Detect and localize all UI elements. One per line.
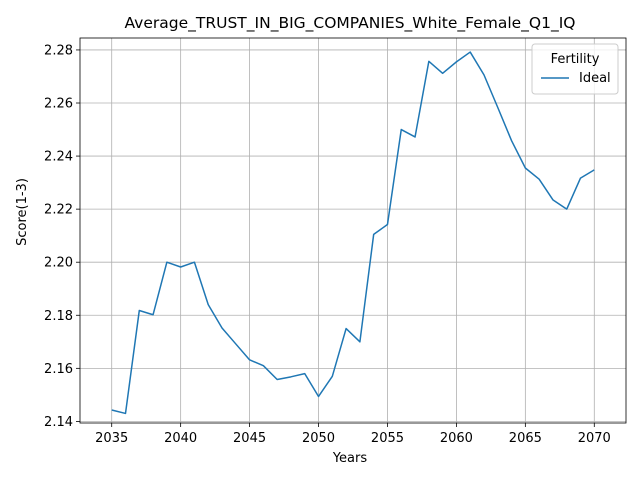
legend: Fertility Ideal [531,43,619,95]
x-tick-label: 2060 [440,431,473,446]
grid-lines [80,38,626,423]
chart-title: Average_TRUST_IN_BIG_COMPANIES_White_Fem… [124,14,575,33]
legend-entry-label: Ideal [579,71,611,86]
y-tick-label: 2.18 [44,309,73,324]
x-tick-label: 2065 [509,431,542,446]
y-tick-label: 2.22 [44,203,73,218]
y-tick-label: 2.24 [44,150,73,165]
y-tick-label: 2.28 [44,43,73,58]
x-axis-label: Years [332,451,368,466]
legend-title: Fertility [551,52,600,67]
legend-box [531,43,619,95]
y-tick-label: 2.16 [44,362,73,377]
y-axis-label: Score(1-3) [15,178,30,246]
x-tick-label: 2055 [371,431,404,446]
series-line-ideal [111,51,595,415]
series-layer [111,51,595,415]
x-tick-label: 2050 [302,431,335,446]
x-tick-label: 2035 [95,431,128,446]
y-tick-label: 2.14 [44,415,73,430]
axes: 2035 2040 2045 2050 2055 2060 2065 2070 2.14 2.16… [44,37,627,446]
x-tick-label: 2040 [164,431,197,446]
plot-frame [79,37,627,424]
x-tick-label: 2045 [233,431,266,446]
y-tick-label: 2.26 [44,97,73,112]
y-tick-label: 2.20 [44,256,73,271]
x-tick-label: 2070 [578,431,611,446]
